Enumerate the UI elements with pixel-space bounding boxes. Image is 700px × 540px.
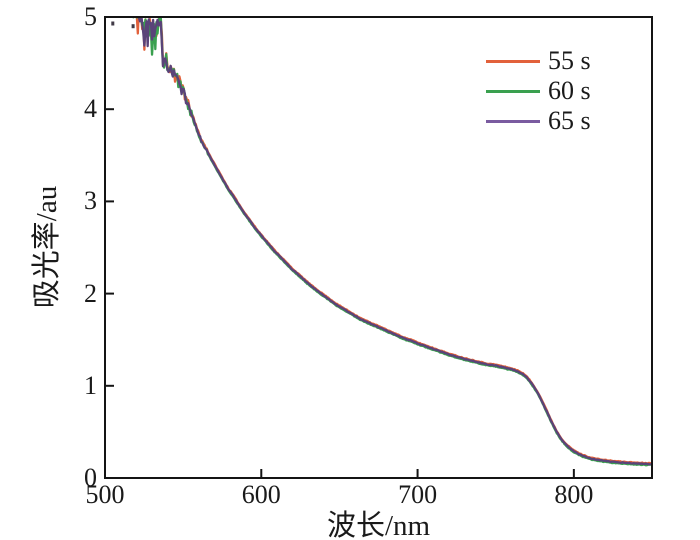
y-tick-label-4: 4	[84, 94, 97, 124]
y-tick-label-1: 1	[84, 370, 97, 400]
legend-line-swatch	[486, 59, 540, 63]
x-axis-title: 波长/nm	[326, 510, 431, 540]
spectra-curves	[111, 18, 651, 467]
legend-label: 65 s	[548, 106, 591, 135]
y-tick-label-3: 3	[84, 186, 97, 216]
legend-line-swatch	[486, 89, 540, 93]
legend-line-swatch	[486, 119, 540, 123]
legend-item-65s: 65 s	[486, 106, 591, 136]
x-tick-label-800: 800	[554, 480, 594, 509]
x-tick-label-700: 700	[398, 480, 438, 509]
spectrum-curve-65s	[137, 18, 651, 466]
saturation-fleck	[131, 24, 135, 29]
x-tick-label-600: 600	[241, 480, 281, 509]
saturation-fleck	[111, 21, 115, 26]
legend: 55 s 60 s 65 s	[486, 46, 591, 136]
y-tick-label-2: 2	[84, 278, 97, 308]
legend-item-60s: 60 s	[486, 76, 591, 106]
legend-label: 55 s	[548, 46, 591, 75]
y-tick-label-0: 0	[84, 463, 97, 492]
x-tick-label-500: 500	[85, 480, 125, 509]
legend-label: 60 s	[548, 76, 591, 105]
legend-item-55s: 55 s	[486, 46, 591, 76]
y-axis-title: 吸光率/au	[31, 185, 63, 309]
y-tick-label-5: 5	[84, 2, 97, 31]
plot-border	[104, 16, 653, 479]
axis-tick-marks	[106, 108, 575, 477]
